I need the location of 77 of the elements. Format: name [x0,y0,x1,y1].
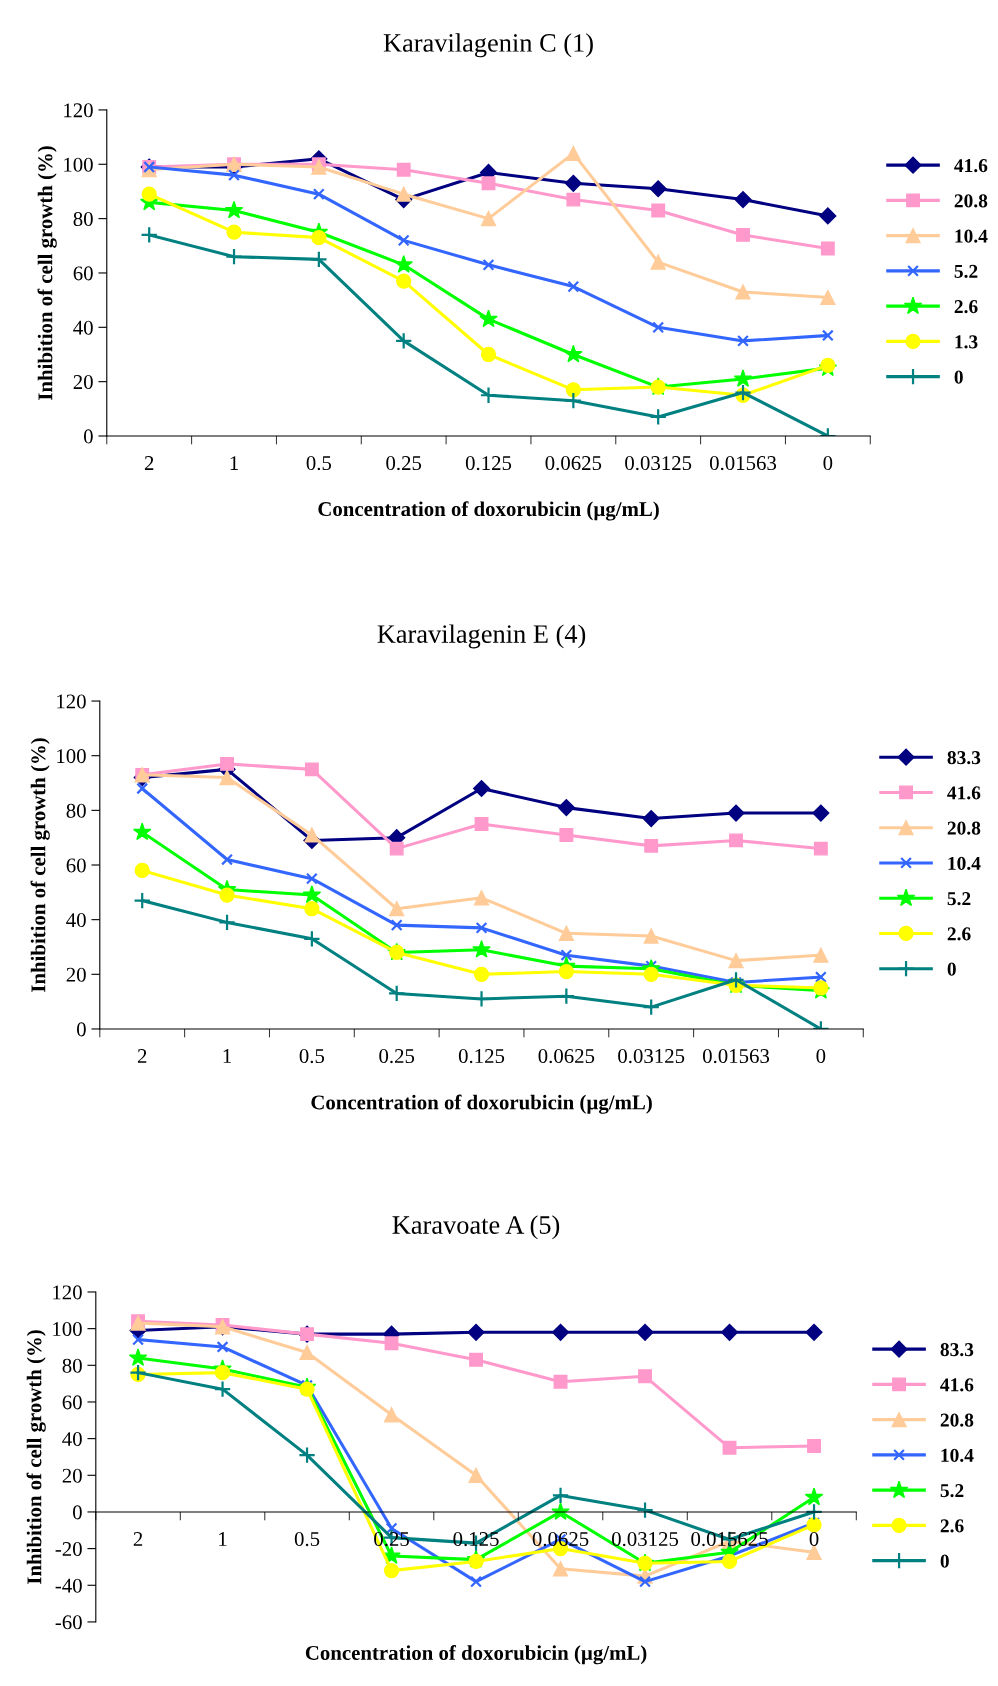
legend-label: 5.2 [940,1484,964,1498]
x-tick-label: 2 [137,1049,147,1063]
x-tick-label: 0.01563 [709,456,777,471]
x-axis-title: Concentration of doxorubicin (µg/mL) [305,1645,647,1665]
y-tick-label: 100 [53,1322,82,1337]
legend-label: 20.8 [947,821,981,835]
x-tick-label: 0.25 [386,456,422,471]
legend-label: 2.6 [947,927,971,941]
y-tick-label: 20 [62,1468,82,1483]
x-tick-label: 0 [823,456,833,471]
legend-label: 1.3 [955,335,978,349]
y-tick-label: 120 [53,1285,82,1300]
x-tick-label: 0.03125 [611,1532,679,1547]
legend-label: 2.6 [954,300,978,314]
y-tick-label: 40 [62,1432,82,1447]
legend-label: 20.8 [940,1413,974,1427]
chart-title: Karavilagenin E (4) [377,624,586,649]
legend-label: 41.6 [947,786,981,800]
x-tick-label: 0.5 [299,1049,325,1064]
y-axis-title: Inhibition of cell growth (%) [26,1330,46,1584]
x-tick-label: 2 [144,456,154,470]
x-tick-label: 1 [219,1532,227,1546]
legend-label: 83.3 [947,751,981,765]
x-axis-title: Concentration of doxorubicin (µg/mL) [318,501,659,521]
x-tick-label: 0.5 [306,456,332,471]
x-tick-label: 0 [809,1532,819,1547]
x-tick-label: 0.0625 [545,456,602,471]
x-axis-title: Concentration of doxorubicin (µg/mL) [311,1094,652,1114]
y-tick-label: 100 [64,157,93,172]
x-tick-label: 2 [133,1532,143,1546]
x-tick-label: 0.5 [294,1532,320,1547]
y-tick-label: -40 [55,1578,82,1593]
y-tick-label: 80 [62,1358,82,1373]
legend-label: 10.4 [948,856,981,871]
y-tick-label: 0 [83,429,93,444]
y-axis-title: Inhibition of cell growth (%) [37,146,57,400]
legend-label: 2.6 [940,1519,964,1533]
y-tick-label: 40 [73,320,93,335]
y-tick-label: 120 [57,694,86,709]
y-tick-label: 0 [76,1022,86,1037]
x-tick-label: 0.25 [379,1049,415,1064]
legend-label: 0 [947,962,956,976]
x-tick-label: 1 [223,1049,231,1063]
y-tick-label: -20 [55,1541,82,1557]
y-tick-label: 60 [73,266,93,281]
legend-label: 41.6 [940,1378,974,1392]
legend-label: 5.2 [954,264,978,278]
y-tick-label: 60 [62,1395,82,1410]
x-tick-label: 0.01563 [702,1049,770,1064]
x-tick-label: 0.0625 [538,1049,595,1064]
x-tick-label: 0.03125 [625,456,692,471]
x-tick-label: 1 [230,456,238,470]
y-tick-label: -60 [55,1615,82,1630]
y-tick-label: 80 [66,803,86,818]
y-axis-title: Inhibition of cell growth (%) [30,738,50,993]
y-tick-label: 120 [64,103,93,118]
legend-label: 41.6 [954,159,988,173]
y-tick-label: 0 [72,1505,82,1520]
x-tick-label: 0.125 [465,456,512,471]
legend-label: 0 [954,370,963,384]
y-tick-label: 80 [73,211,93,227]
x-tick-label: 0.125 [458,1049,505,1064]
legend-label: 5.2 [947,892,971,906]
legend-label: 0 [940,1554,949,1568]
y-tick-label: 20 [66,967,86,982]
x-tick-label: 0 [816,1049,826,1064]
y-tick-label: 100 [57,749,86,764]
chart-title: Karavilagenin C (1) [383,33,593,58]
legend-label: 20.8 [954,194,988,208]
y-tick-label: 60 [66,858,86,873]
legend-label: 10.4 [941,1448,974,1462]
chart-title: Karavoate A (5) [392,1215,560,1240]
y-tick-label: 20 [73,375,93,390]
x-tick-label: 0.03125 [618,1049,685,1064]
legend-label: 10.4 [955,229,988,243]
y-tick-label: 40 [66,913,86,928]
legend-label: 83.3 [940,1343,974,1357]
